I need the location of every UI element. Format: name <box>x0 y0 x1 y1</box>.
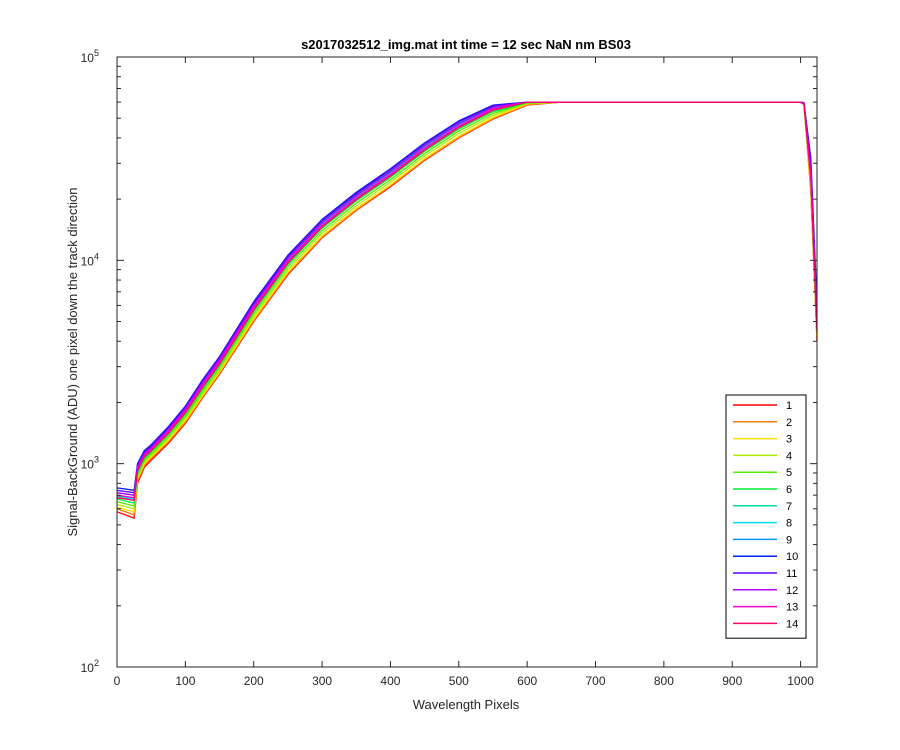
x-tick-label: 900 <box>722 674 742 688</box>
legend-label-8: 8 <box>786 518 792 530</box>
chart-title: s2017032512_img.mat int time = 12 sec Na… <box>301 37 631 52</box>
x-tick-label: 500 <box>449 674 469 688</box>
legend-label-14: 14 <box>786 618 798 630</box>
y-tick-exponent: 3 <box>94 455 99 465</box>
series-layer <box>116 101 818 519</box>
x-tick-label: 800 <box>654 674 674 688</box>
x-tick-label: 400 <box>380 674 400 688</box>
legend-label-9: 9 <box>786 534 792 546</box>
x-tick-label: 0 <box>114 674 121 688</box>
legend-label-1: 1 <box>786 400 792 412</box>
x-tick-label: 1000 <box>787 674 814 688</box>
x-tick-label: 600 <box>517 674 537 688</box>
legend-label-12: 12 <box>786 585 798 597</box>
axes-box <box>116 56 818 668</box>
y-tick-exponent: 5 <box>94 48 99 58</box>
legend-label-6: 6 <box>786 484 792 496</box>
legend-label-13: 13 <box>786 602 798 614</box>
legend-label-3: 3 <box>786 434 792 446</box>
y-tick-exponent: 2 <box>94 658 99 668</box>
y-tick-base: 10 <box>81 661 95 675</box>
x-tick-label: 700 <box>586 674 606 688</box>
legend-label-2: 2 <box>786 417 792 429</box>
x-tick-label: 200 <box>244 674 264 688</box>
y-tick-base: 10 <box>81 254 95 268</box>
legend-label-5: 5 <box>786 467 792 479</box>
y-tick-label: 105 <box>81 48 99 65</box>
y-axis-label: Signal-BackGround (ADU) one pixel down t… <box>65 187 80 536</box>
axes-background <box>117 57 817 667</box>
legend-label-11: 11 <box>786 568 797 580</box>
x-axis-label: Wavelength Pixels <box>413 697 520 712</box>
tick-layer: 0 100 200 300 400 500 600 700 800 900 100010210310… <box>81 48 817 688</box>
x-tick-label: 300 <box>312 674 332 688</box>
legend-label-4: 4 <box>786 450 792 462</box>
plot-area: 0 100 200 300 400 500 600 700 800 900 100010210310… <box>81 48 818 688</box>
legend-label-10: 10 <box>786 551 798 563</box>
legend-box <box>725 394 807 639</box>
x-tick-label: 100 <box>175 674 195 688</box>
y-tick-label: 103 <box>81 455 99 472</box>
y-tick-label: 104 <box>81 251 99 268</box>
series-line-14 <box>116 101 818 502</box>
y-tick-label: 102 <box>81 658 99 675</box>
y-tick-base: 10 <box>81 51 95 65</box>
legend-label-7: 7 <box>786 501 792 513</box>
y-tick-base: 10 <box>81 458 95 472</box>
y-tick-exponent: 4 <box>94 251 99 261</box>
